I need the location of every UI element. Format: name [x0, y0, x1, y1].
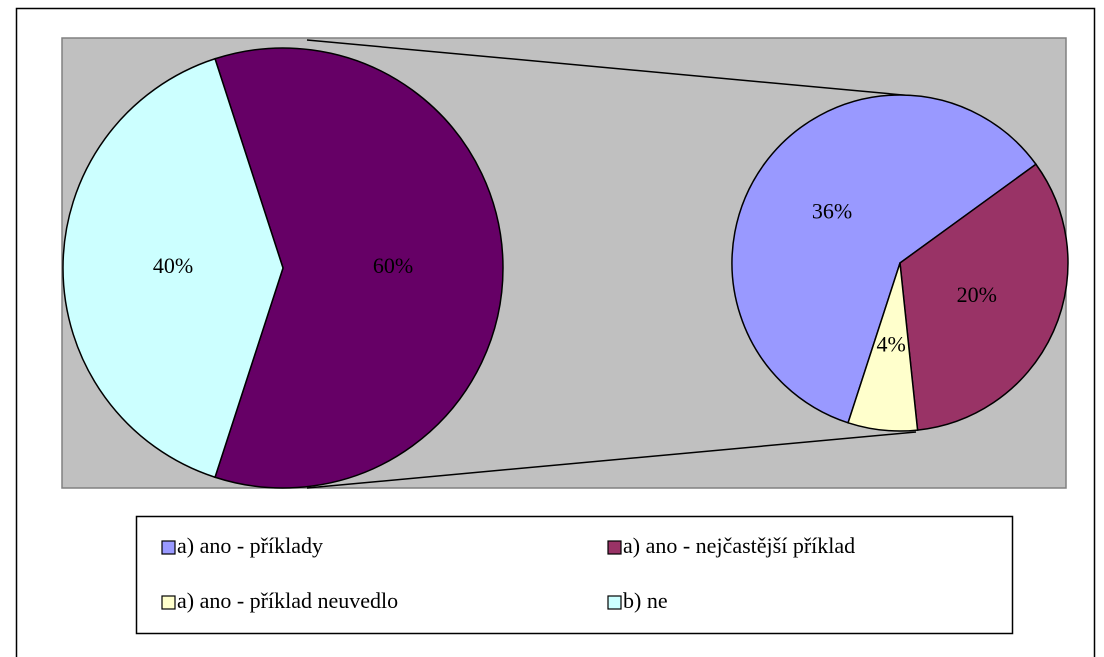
legend-swatch	[607, 540, 622, 555]
data-label: 4%	[877, 332, 906, 357]
legend-label: a) ano - příklad neuvedlo	[177, 588, 398, 613]
connector-line	[306, 431, 917, 489]
pie-slice	[731, 94, 1037, 424]
legend-swatch	[161, 540, 176, 555]
pie-slice	[847, 262, 919, 432]
data-label: 36%	[812, 199, 852, 224]
legend-label: a) ano - nejčastější příklad	[623, 533, 855, 558]
data-label: 40%	[153, 253, 193, 278]
pie-slice	[62, 57, 284, 479]
legend	[135, 515, 1014, 635]
legend-label: a) ano - příklady	[177, 533, 323, 558]
pie-slice	[899, 163, 1069, 431]
legend-label: b) ne	[623, 588, 668, 613]
legend-swatch	[607, 595, 622, 610]
connector-line	[306, 39, 915, 97]
data-label: 60%	[373, 253, 413, 278]
legend-swatch	[161, 595, 176, 610]
data-label: 20%	[957, 282, 997, 307]
pie-slice	[214, 47, 504, 489]
